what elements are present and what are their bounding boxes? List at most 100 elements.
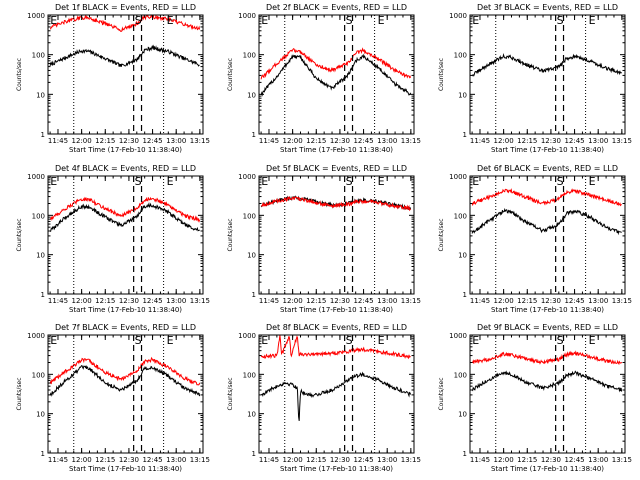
x-tick-label: 12:15 — [95, 297, 115, 305]
y-axis-label: Counts/sec — [16, 58, 23, 91]
plot-frame — [47, 14, 204, 135]
x-tick-label: 13:15 — [401, 137, 421, 145]
marker-e-label: E — [589, 334, 596, 347]
series-events-line — [260, 195, 412, 211]
y-tick-label: 100 — [243, 371, 256, 379]
x-axis-label: Start Time (17-Feb-10 11:38:40) — [280, 465, 393, 473]
marker-e-label: E — [378, 334, 385, 347]
series-lld-line — [49, 356, 201, 386]
marker-e-label: E — [472, 334, 479, 347]
marker-e-label: E — [50, 334, 57, 347]
panel-4f: Det 4f BLACK = Events, RED = LLD E S E 1 10 10… — [16, 164, 210, 314]
y-tick-label: 100 — [243, 212, 256, 220]
y-tick-label: 10 — [458, 91, 467, 99]
marker-s-label: S — [135, 175, 142, 188]
y-tick-label: 10 — [247, 91, 256, 99]
x-tick-label: 12:45 — [142, 456, 162, 464]
x-tick-label: 12:30 — [119, 137, 139, 145]
x-tick-label: 12:00 — [494, 456, 514, 464]
x-tick-label: 13:00 — [166, 297, 186, 305]
series-lld-line — [49, 15, 201, 32]
y-tick-label: 1 — [463, 131, 467, 139]
marker-e-label: E — [50, 175, 57, 188]
x-axis-label: Start Time (17-Feb-10 11:38:40) — [491, 306, 604, 314]
x-tick-label: 12:15 — [306, 456, 326, 464]
x-tick-label: 11:45 — [259, 297, 279, 305]
y-tick-label: 1 — [463, 291, 467, 299]
series-lld-line — [260, 195, 412, 212]
y-tick-label: 1000 — [449, 173, 467, 181]
x-tick-label: 11:45 — [48, 297, 68, 305]
x-tick-label: 12:30 — [330, 456, 350, 464]
x-axis-label: Start Time (17-Feb-10 11:38:40) — [491, 465, 604, 473]
x-tick-label: 12:15 — [517, 297, 537, 305]
x-tick-label: 13:00 — [377, 456, 397, 464]
x-tick-label: 12:00 — [72, 456, 92, 464]
y-tick-label: 10 — [36, 411, 45, 419]
x-tick-label: 12:00 — [283, 456, 303, 464]
plot-frame — [47, 334, 204, 454]
panel-9f: Det 9f BLACK = Events, RED = LLD E S E 1 10 10… — [438, 323, 632, 473]
marker-s-label: S — [557, 334, 564, 347]
x-tick-label: 13:00 — [377, 137, 397, 145]
y-tick-label: 1 — [41, 450, 45, 458]
x-tick-label: 11:45 — [470, 456, 490, 464]
series-events-line — [260, 53, 412, 97]
y-tick-label: 100 — [454, 52, 467, 60]
x-tick-label: 13:15 — [401, 456, 421, 464]
y-tick-label: 1 — [463, 450, 467, 458]
y-axis-label: Counts/sec — [438, 218, 445, 251]
panel-title: Det 1f BLACK = Events, RED = LLD — [55, 3, 196, 12]
x-tick-label: 12:30 — [119, 297, 139, 305]
panel-title: Det 3f BLACK = Events, RED = LLD — [477, 3, 618, 12]
x-tick-label: 12:00 — [72, 297, 92, 305]
series-lld-line — [471, 188, 622, 207]
series-events-line — [49, 202, 200, 232]
marker-e-label: E — [167, 334, 174, 347]
y-tick-label: 1000 — [449, 332, 467, 340]
panel-2f: Det 2f BLACK = Events, RED = LLD E S E 1 10 10… — [227, 3, 421, 154]
panel-title: Det 4f BLACK = Events, RED = LLD — [55, 164, 196, 173]
x-axis-label: Start Time (17-Feb-10 11:38:40) — [491, 146, 604, 154]
x-tick-label: 13:15 — [190, 456, 210, 464]
marker-e-label: E — [261, 175, 268, 188]
x-tick-label: 12:45 — [142, 137, 162, 145]
x-tick-label: 11:45 — [259, 456, 279, 464]
marker-e-label: E — [472, 175, 479, 188]
y-axis-label: Counts/sec — [16, 218, 23, 251]
panel-3f: Det 3f BLACK = Events, RED = LLD E S E 1 10 10… — [438, 3, 632, 154]
x-tick-label: 12:45 — [142, 297, 162, 305]
panel-title: Det 2f BLACK = Events, RED = LLD — [266, 3, 407, 12]
y-tick-label: 100 — [32, 52, 45, 60]
marker-s-label: S — [346, 175, 353, 188]
x-tick-label: 12:45 — [564, 456, 584, 464]
x-tick-label: 12:00 — [494, 137, 514, 145]
x-tick-label: 13:00 — [377, 297, 397, 305]
marker-e-label: E — [261, 334, 268, 347]
y-tick-label: 1000 — [238, 332, 256, 340]
marker-s-label: S — [346, 334, 353, 347]
x-tick-label: 12:45 — [564, 297, 584, 305]
y-tick-label: 10 — [247, 252, 256, 260]
x-tick-label: 12:45 — [353, 456, 373, 464]
x-tick-label: 11:45 — [470, 137, 490, 145]
x-tick-label: 12:45 — [353, 137, 373, 145]
panel-title: Det 6f BLACK = Events, RED = LLD — [477, 164, 618, 173]
x-tick-label: 12:15 — [306, 137, 326, 145]
y-axis-label: Counts/sec — [227, 218, 234, 251]
y-tick-label: 1 — [41, 131, 45, 139]
plot-frame — [47, 175, 204, 295]
panel-5f: Det 5f BLACK = Events, RED = LLD E S E 1 10 10… — [227, 164, 421, 314]
y-tick-label: 100 — [454, 212, 467, 220]
plot-frame — [469, 14, 626, 135]
x-tick-label: 11:45 — [470, 297, 490, 305]
x-axis-label: Start Time (17-Feb-10 11:38:40) — [69, 306, 182, 314]
panel-title: Det 8f BLACK = Events, RED = LLD — [266, 323, 407, 332]
x-tick-label: 13:15 — [612, 137, 632, 145]
series-lld-line — [471, 350, 623, 366]
marker-e-label: E — [589, 175, 596, 188]
series-events-line — [49, 364, 201, 397]
series-events-line — [471, 370, 623, 393]
x-tick-label: 12:15 — [517, 456, 537, 464]
